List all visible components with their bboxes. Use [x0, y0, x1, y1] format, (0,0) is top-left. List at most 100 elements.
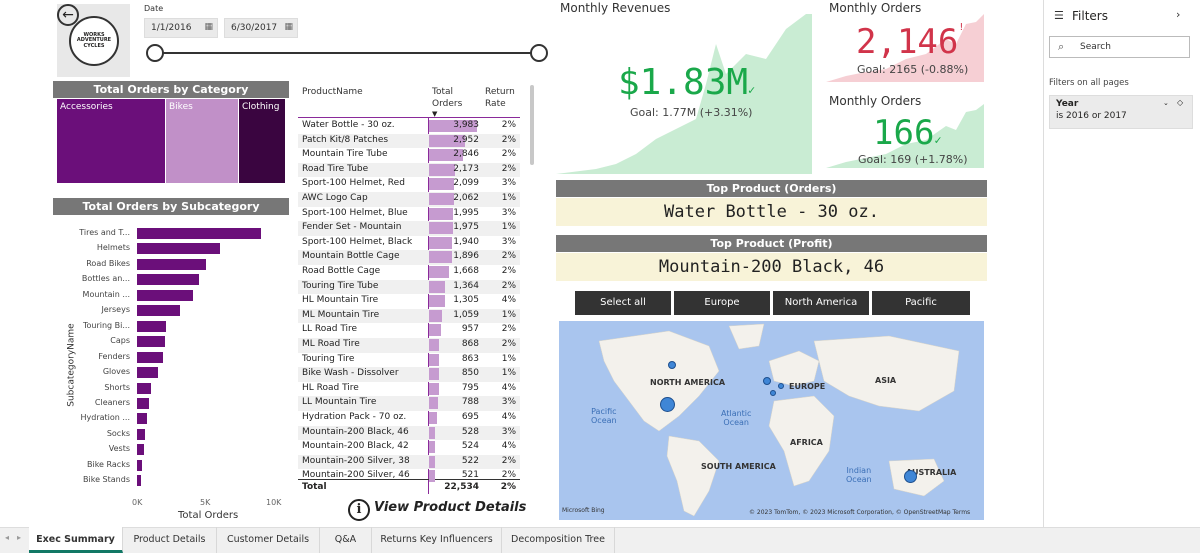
- filter-search-input[interactable]: ⌕ Search: [1049, 36, 1190, 58]
- map-bubble-australia[interactable]: [904, 470, 917, 483]
- subcategory-bar[interactable]: [137, 367, 158, 379]
- revenue-kpi-value: $1.83M✓: [618, 62, 755, 103]
- table-row[interactable]: AWC Logo Cap 2,062 1%: [298, 192, 520, 207]
- x-axis-title: Total Orders: [178, 510, 239, 521]
- column-header-return-rate[interactable]: Return Rate: [485, 87, 515, 109]
- category-treemap[interactable]: Accessories Bikes Clothing: [57, 99, 285, 183]
- region-north-america-button[interactable]: North America: [773, 291, 869, 315]
- subcategory-bar[interactable]: [137, 428, 145, 440]
- table-row[interactable]: Touring Tire Tube 1,364 2%: [298, 279, 520, 295]
- region-pacific-button[interactable]: Pacific: [872, 291, 970, 315]
- orders-map[interactable]: NORTH AMERICA EUROPE ASIA AFRICA SOUTH A…: [559, 321, 984, 520]
- treemap-tile-clothing[interactable]: Clothing: [239, 99, 285, 183]
- map-bubble-germany[interactable]: [778, 383, 784, 389]
- subcategory-bar[interactable]: [137, 258, 207, 270]
- return-rate-cell: 1%: [501, 368, 516, 379]
- sort-descending-icon[interactable]: ▼: [432, 110, 438, 118]
- subcategory-bar[interactable]: [137, 336, 165, 348]
- calendar-icon[interactable]: ▦: [204, 22, 213, 32]
- subcategory-bar[interactable]: [137, 475, 141, 487]
- tab-product-details[interactable]: Product Details: [123, 527, 217, 553]
- total-orders-cell: 795: [461, 382, 479, 393]
- subcategory-bar[interactable]: [137, 274, 199, 286]
- subcategory-bar[interactable]: [137, 305, 181, 317]
- tab-decomposition-tree[interactable]: Decomposition Tree: [502, 527, 615, 553]
- table-row[interactable]: Mountain Tire Tube 2,846 2%: [298, 148, 520, 163]
- subcategory-bar[interactable]: [137, 444, 145, 456]
- tab-qa[interactable]: Q&A: [320, 527, 372, 553]
- subcategory-bar[interactable]: [137, 351, 164, 363]
- table-row[interactable]: Sport-100 Helmet, Black 1,940 3%: [298, 236, 520, 251]
- subcategory-bar[interactable]: [137, 320, 166, 332]
- table-row[interactable]: Fender Set - Mountain 1,975 1%: [298, 221, 520, 236]
- table-row[interactable]: Bike Wash - Dissolver 850 1%: [298, 367, 520, 382]
- treemap-tile-accessories[interactable]: Accessories: [57, 99, 165, 183]
- table-scrollbar[interactable]: [530, 85, 534, 165]
- table-row[interactable]: ML Mountain Tire 1,059 1%: [298, 308, 520, 324]
- table-row[interactable]: Road Tire Tube 2,173 2%: [298, 162, 520, 178]
- map-bubble-usa[interactable]: [660, 397, 675, 412]
- end-date-input[interactable]: 6/30/2017 ▦: [224, 18, 298, 38]
- treemap-tile-bikes[interactable]: Bikes: [166, 99, 238, 183]
- product-name-cell: Mountain-200 Black, 42: [302, 441, 409, 452]
- tab-customer-details[interactable]: Customer Details: [217, 527, 320, 553]
- subcategory-bar[interactable]: [137, 289, 194, 301]
- table-row[interactable]: ML Road Tire 868 2%: [298, 338, 520, 353]
- product-name-cell: LL Road Tire: [302, 324, 358, 335]
- view-product-details-link[interactable]: View Product Details: [374, 500, 527, 515]
- table-row[interactable]: LL Road Tire 957 2%: [298, 323, 520, 338]
- year-filter-card[interactable]: Year is 2016 or 2017 ⌄ ◇: [1049, 95, 1193, 129]
- product-name-cell: Fender Set - Mountain: [302, 222, 402, 233]
- chevron-down-icon[interactable]: ⌄: [1163, 99, 1169, 107]
- back-arrow-icon[interactable]: ←: [57, 4, 79, 26]
- region-select-all-button[interactable]: Select all: [575, 291, 671, 315]
- revenue-value: $1.83M: [618, 62, 749, 103]
- table-row[interactable]: Mountain-200 Silver, 46 521 2%: [298, 469, 520, 484]
- start-date-input[interactable]: 1/1/2016 ▦: [144, 18, 218, 38]
- subcategory-bar[interactable]: [137, 243, 220, 255]
- map-bubble-canada[interactable]: [668, 361, 676, 369]
- table-row[interactable]: Mountain-200 Silver, 38 522 2%: [298, 454, 520, 470]
- date-range-slider[interactable]: [155, 52, 539, 54]
- table-row[interactable]: Patch Kit/8 Patches 2,952 2%: [298, 133, 520, 149]
- table-row[interactable]: Touring Tire 863 1%: [298, 353, 520, 368]
- product-name-cell: Sport-100 Helmet, Black: [302, 236, 413, 247]
- table-row[interactable]: HL Mountain Tire 1,305 4%: [298, 294, 520, 309]
- subcategory-bar[interactable]: [137, 459, 142, 471]
- clear-filter-icon[interactable]: ◇: [1177, 98, 1184, 107]
- map-bubble-france[interactable]: [770, 390, 776, 396]
- table-row[interactable]: Hydration Pack - 70 oz. 695 4%: [298, 411, 520, 426]
- subcategory-bar[interactable]: [137, 228, 262, 239]
- table-row[interactable]: HL Road Tire 795 4%: [298, 382, 520, 397]
- tab-returns-key-influencers[interactable]: Returns Key Influencers: [372, 527, 502, 553]
- table-row[interactable]: Mountain Bottle Cage 1,896 2%: [298, 250, 520, 265]
- return-rate-cell: 4%: [501, 441, 516, 452]
- subcategory-bar[interactable]: [137, 382, 152, 394]
- table-row[interactable]: Road Bottle Cage 1,668 2%: [298, 265, 520, 280]
- table-row[interactable]: Sport-100 Helmet, Red 2,099 3%: [298, 177, 520, 192]
- map-label-asia: ASIA: [875, 376, 897, 385]
- map-attribution: © 2023 TomTom, © 2023 Microsoft Corporat…: [749, 509, 971, 516]
- subcategory-bar[interactable]: [137, 397, 149, 409]
- table-total-row: Total 22,534 2%: [298, 479, 520, 494]
- calendar-icon[interactable]: ▦: [284, 22, 293, 32]
- table-row[interactable]: Mountain-200 Black, 42 524 4%: [298, 440, 520, 455]
- slider-start-handle[interactable]: [146, 44, 164, 62]
- column-header-product-name[interactable]: ProductName: [302, 87, 363, 97]
- subcategory-label: Road Bikes: [86, 258, 130, 268]
- table-row[interactable]: Sport-100 Helmet, Blue 1,995 3%: [298, 207, 520, 222]
- table-row[interactable]: Water Bottle - 30 oz. 3,983 2%: [298, 119, 520, 134]
- table-row[interactable]: Mountain-200 Black, 46 528 3%: [298, 425, 520, 441]
- column-header-total-orders[interactable]: Total Orders: [432, 87, 463, 109]
- tab-next-icon[interactable]: ▸: [17, 533, 22, 542]
- orders-goal: Goal: 2165 (-0.88%): [857, 63, 969, 76]
- slider-end-handle[interactable]: [530, 44, 548, 62]
- table-row[interactable]: LL Mountain Tire 788 3%: [298, 396, 520, 411]
- map-bubble-uk[interactable]: [763, 377, 771, 385]
- info-icon[interactable]: i: [348, 499, 370, 521]
- tab-exec-summary[interactable]: Exec Summary: [29, 527, 123, 553]
- region-europe-button[interactable]: Europe: [674, 291, 770, 315]
- subcategory-bar[interactable]: [137, 413, 147, 425]
- collapse-pane-icon[interactable]: ›: [1176, 8, 1181, 21]
- tab-prev-icon[interactable]: ◂: [5, 533, 10, 542]
